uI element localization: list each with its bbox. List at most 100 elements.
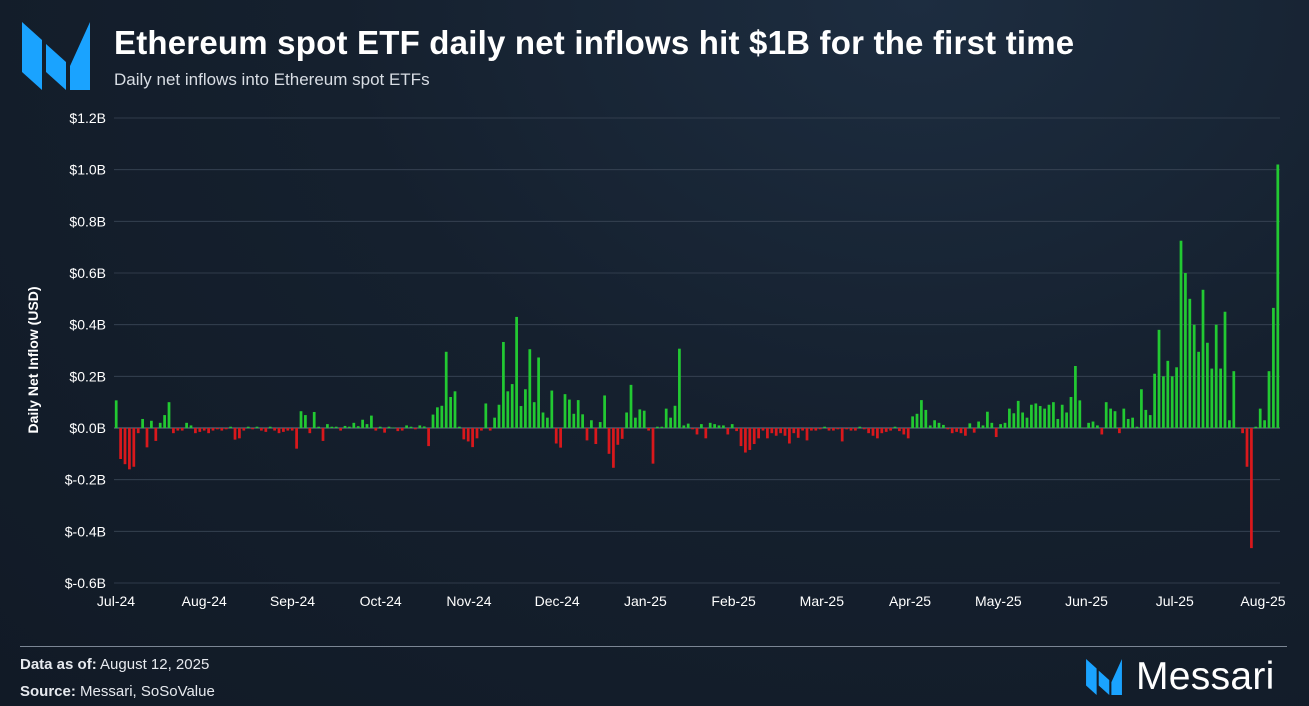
bar <box>1236 427 1240 429</box>
bar <box>607 428 611 454</box>
bar <box>502 341 505 429</box>
y-tick-label: $0.8B <box>69 213 106 229</box>
bar <box>220 428 224 431</box>
bar <box>774 428 778 436</box>
bar <box>1052 402 1055 428</box>
bar <box>594 428 598 445</box>
x-tick-label: Sep-24 <box>270 593 315 609</box>
bar <box>691 428 694 430</box>
bar <box>836 428 840 430</box>
source-note: Source: Messari, SoSoValue <box>20 683 215 700</box>
x-tick-label: Jul-24 <box>97 593 135 609</box>
bar <box>356 426 360 428</box>
bar <box>537 357 540 429</box>
bar <box>1135 426 1139 428</box>
bar <box>1245 428 1249 467</box>
bar <box>224 428 228 430</box>
bar <box>810 428 813 431</box>
bar <box>251 428 254 430</box>
bar <box>136 428 140 434</box>
bar <box>326 424 329 429</box>
y-tick-label: $0.2B <box>69 368 106 384</box>
bar <box>409 426 413 428</box>
bar <box>889 428 892 431</box>
bar <box>814 428 818 431</box>
bar <box>933 420 936 428</box>
brand-name: Messari <box>1136 655 1275 698</box>
bar <box>1223 311 1227 428</box>
bar <box>233 428 237 440</box>
bar <box>185 422 188 428</box>
bar <box>906 428 910 439</box>
bar <box>766 428 769 439</box>
bar <box>748 428 752 450</box>
bar <box>273 428 276 431</box>
bar <box>1210 368 1214 428</box>
bar <box>986 411 989 429</box>
bar <box>1082 427 1086 429</box>
bar <box>132 428 136 467</box>
bar <box>1267 371 1271 428</box>
bar <box>1021 412 1024 428</box>
bar <box>942 424 945 428</box>
bar <box>871 428 875 436</box>
bar <box>858 426 862 428</box>
bar <box>255 426 259 428</box>
bar <box>440 405 444 428</box>
bar <box>387 426 391 428</box>
bar <box>339 428 342 431</box>
bar <box>1047 404 1051 428</box>
bar <box>924 409 928 428</box>
bar <box>805 428 809 441</box>
bar <box>352 422 356 428</box>
logo-left-bar <box>22 22 42 90</box>
bar <box>532 402 536 428</box>
bar <box>880 428 884 434</box>
bar <box>282 428 285 432</box>
bar <box>761 428 765 431</box>
bar <box>1272 307 1275 429</box>
bar <box>634 417 637 428</box>
bar <box>167 402 171 428</box>
bar <box>1170 376 1174 428</box>
bar <box>1118 428 1121 434</box>
messari-logo-icon <box>22 22 90 90</box>
bar <box>1109 408 1112 429</box>
bar <box>669 417 672 428</box>
bar <box>1078 400 1082 428</box>
bar <box>827 428 831 431</box>
bar <box>211 428 215 431</box>
bar <box>497 404 501 428</box>
bar <box>946 428 950 430</box>
bar <box>1096 425 1099 428</box>
bar <box>1162 376 1165 428</box>
bars <box>114 164 1280 549</box>
bar <box>722 425 725 428</box>
bar <box>334 426 338 428</box>
bar <box>1166 360 1170 428</box>
bar <box>994 428 998 438</box>
bar <box>475 428 479 439</box>
bar <box>779 428 782 434</box>
bar <box>550 390 554 428</box>
bar <box>436 407 439 428</box>
page-subtitle: Daily net inflows into Ethereum spot ETF… <box>114 70 430 89</box>
bar <box>114 400 118 428</box>
x-axis-ticks: Jul-24 Aug-24 Sep-24 Oct-24 Nov-24 Dec-24 Jan-… <box>97 593 1286 609</box>
bar <box>656 426 659 428</box>
bar <box>730 424 734 429</box>
bar <box>304 415 307 428</box>
bar <box>612 428 615 468</box>
bar <box>898 428 901 432</box>
bar <box>449 397 452 428</box>
bar <box>260 428 263 431</box>
bar <box>563 394 567 428</box>
bar <box>1184 273 1187 428</box>
bar <box>1144 409 1148 428</box>
y-axis-ticks: $1.2B $1.0B $0.8B $0.6B $0.4B $0.2B $0.0B $-0.2… <box>65 110 106 591</box>
bar <box>770 428 774 434</box>
source-value: Messari, SoSoValue <box>80 683 215 700</box>
bar <box>752 428 756 445</box>
bar <box>119 428 122 459</box>
bar <box>462 428 466 440</box>
